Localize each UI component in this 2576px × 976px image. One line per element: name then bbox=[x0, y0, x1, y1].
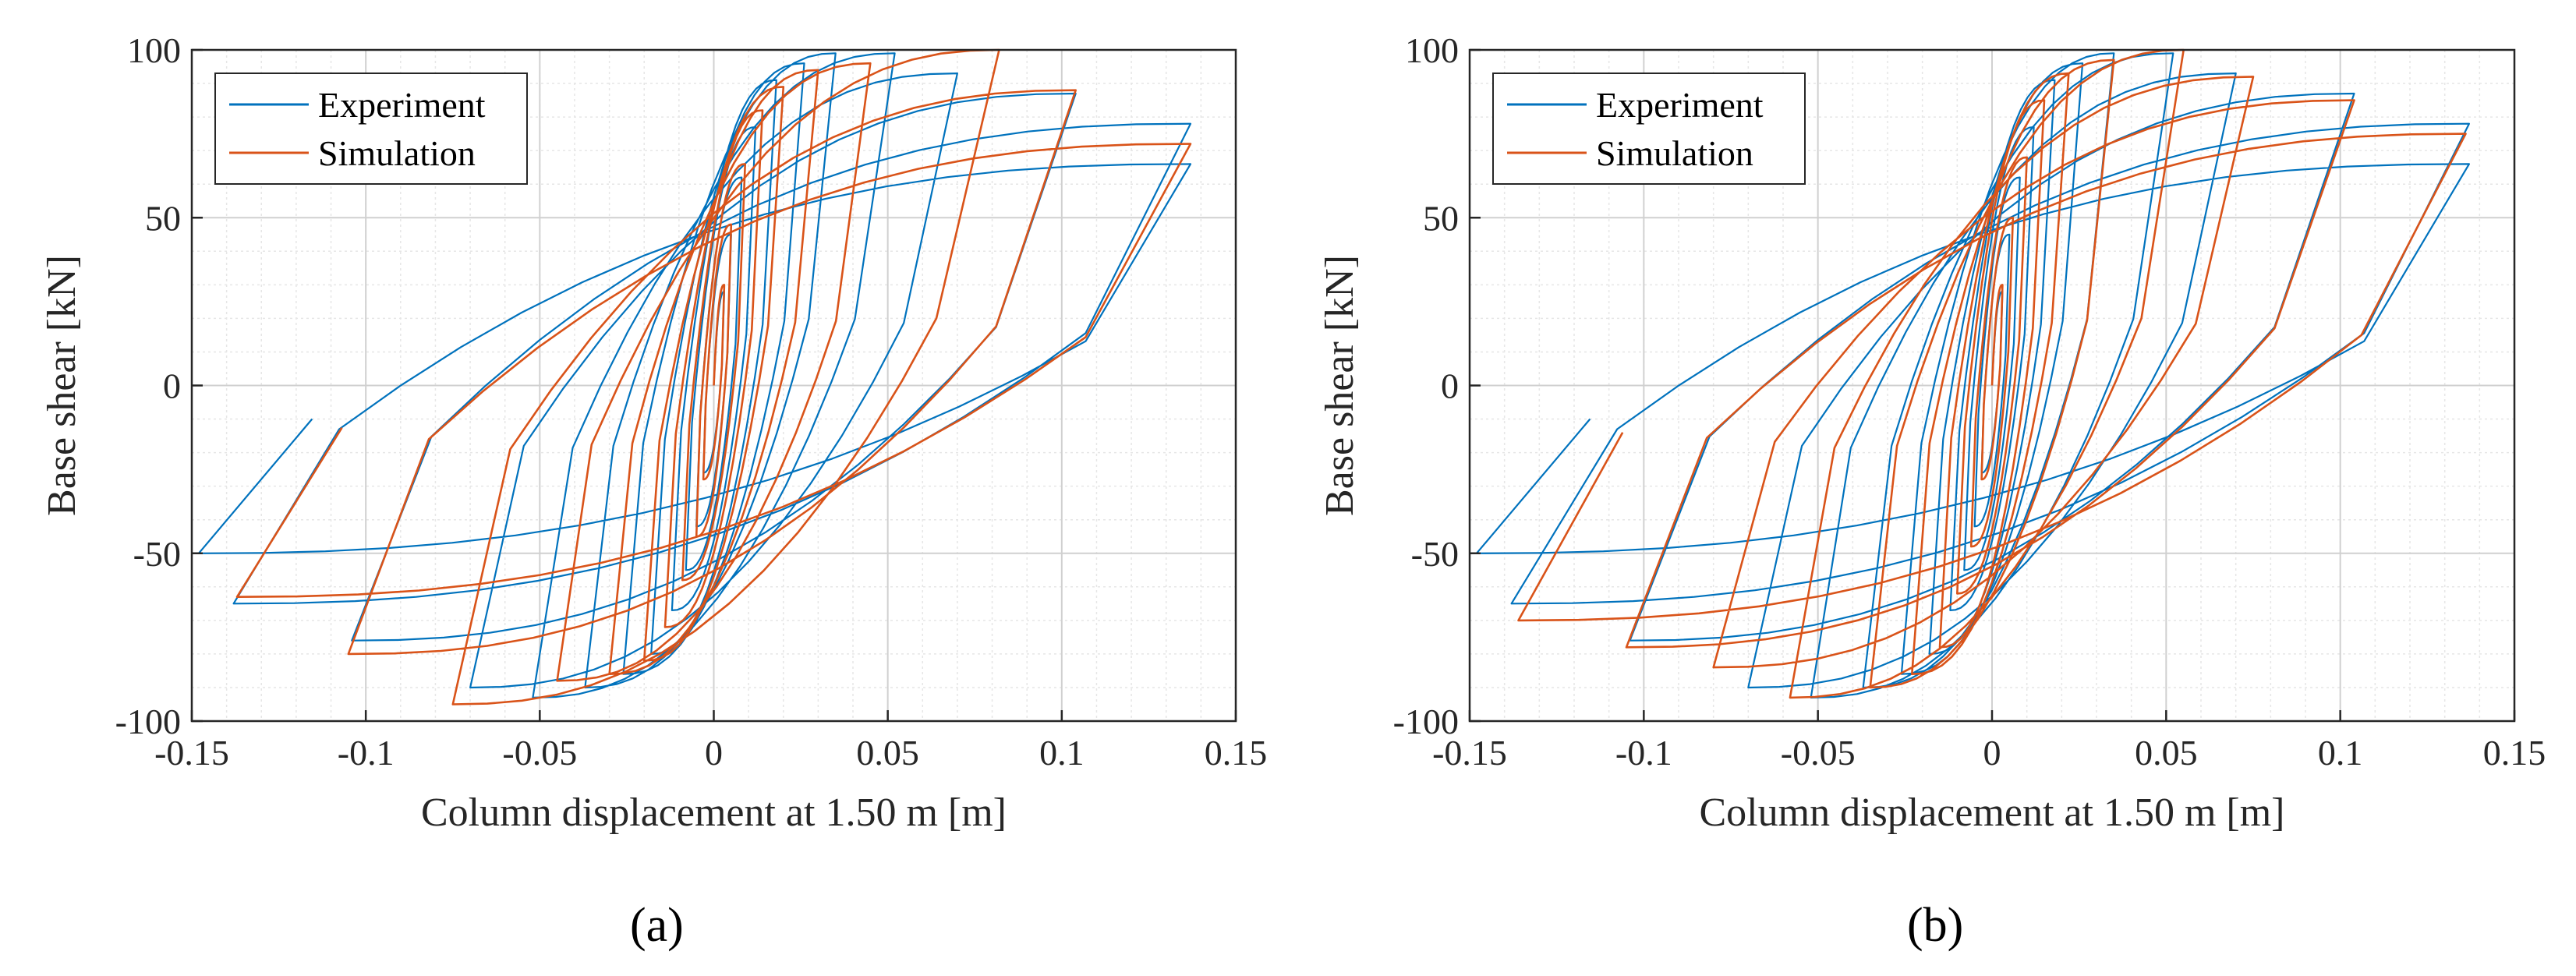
y-tick-label: 100 bbox=[127, 30, 181, 70]
y-tick-label: -100 bbox=[115, 702, 181, 741]
series-line-simulation bbox=[1517, 48, 2467, 699]
legend-box bbox=[1492, 72, 1806, 185]
panel-label-a: (a) bbox=[630, 899, 684, 952]
y-axis-label: Base shear [kN] bbox=[40, 255, 84, 516]
y-tick-label: 50 bbox=[145, 198, 181, 238]
x-tick-label: -0.05 bbox=[502, 733, 577, 773]
legend-entry: Simulation bbox=[318, 133, 476, 173]
panel-label-b: (b) bbox=[1907, 899, 1964, 952]
x-axis-label: Column displacement at 1.50 m [m] bbox=[1700, 790, 2285, 835]
x-axis-label: Column displacement at 1.50 m [m] bbox=[421, 790, 1007, 835]
x-tick-label: -0.15 bbox=[154, 733, 229, 773]
x-tick-label: 0.15 bbox=[2483, 733, 2546, 773]
legend-entry: Simulation bbox=[1596, 133, 1753, 173]
y-tick-label: 100 bbox=[1405, 30, 1459, 70]
x-tick-label: 0.15 bbox=[1205, 733, 1268, 773]
x-tick-label: 0.05 bbox=[856, 733, 919, 773]
y-tick-label: -100 bbox=[1393, 702, 1459, 741]
x-tick-label: 0.1 bbox=[2318, 733, 2363, 773]
plot-panel-b: -0.15 -0.1 -0.05 0 0.05 0.1 0.15 100 50 0 -50 -100 C… bbox=[1318, 30, 2546, 835]
x-tick-label: -0.1 bbox=[1615, 733, 1672, 773]
x-tick-label: 0.1 bbox=[1039, 733, 1085, 773]
y-tick-label: -50 bbox=[1411, 534, 1459, 574]
y-tick-label: 0 bbox=[163, 366, 181, 406]
plot-panel-a: -0.15 -0.1 -0.05 0 0.05 0.1 0.15 100 50 0 -50 -100 C… bbox=[40, 30, 1267, 835]
y-tick-label: 0 bbox=[1441, 366, 1459, 406]
y-tick-label: 50 bbox=[1423, 198, 1459, 238]
x-tick-label: -0.15 bbox=[1432, 733, 1507, 773]
legend: Experiment Simulation bbox=[214, 72, 528, 185]
x-tick-label: -0.1 bbox=[338, 733, 395, 773]
legend-box bbox=[214, 72, 528, 185]
x-tick-label: -0.05 bbox=[1781, 733, 1856, 773]
x-tick-label: 0.05 bbox=[2135, 733, 2198, 773]
x-tick-label: 0 bbox=[1983, 733, 2001, 773]
series-line-simulation bbox=[235, 48, 1192, 705]
legend: Experiment Simulation bbox=[1492, 72, 1806, 185]
legend-entry: Experiment bbox=[1596, 85, 1764, 125]
y-tick-label: -50 bbox=[133, 534, 181, 574]
y-axis-label: Base shear [kN] bbox=[1318, 255, 1362, 516]
legend-entry: Experiment bbox=[318, 85, 486, 125]
x-tick-label: 0 bbox=[705, 733, 723, 773]
